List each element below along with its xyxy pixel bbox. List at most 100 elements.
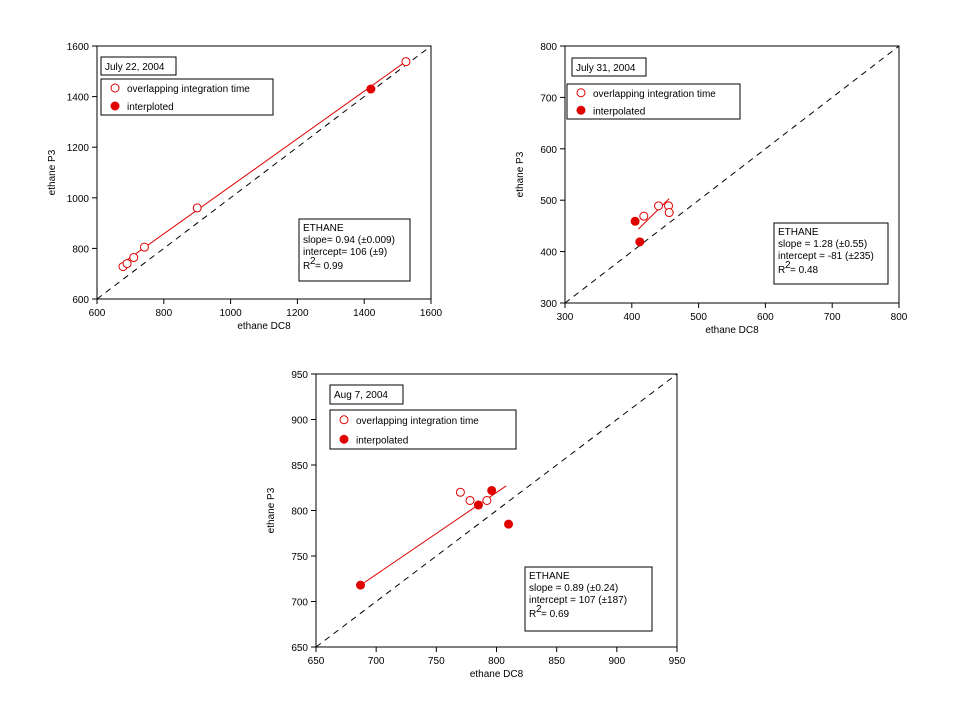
chart-panel-3: 650 700 750 800 850 900 950 650 700 750 800 850 900 9… — [266, 370, 686, 680]
x-tick-label: 800 — [488, 656, 505, 667]
overlap-point — [639, 211, 649, 221]
y-tick-label: 600 — [540, 145, 557, 156]
legend-box — [566, 83, 741, 120]
chart-panel-1: 600 800 1000 1200 1400 1600 600 800 1000 1200 1400… — [47, 42, 443, 332]
y-tick-label: 800 — [72, 244, 89, 255]
r-squared-r: R — [529, 609, 536, 620]
legend-marker-filled — [576, 105, 586, 115]
x-tick-label: 1200 — [286, 308, 309, 319]
legend-marker-open — [576, 88, 586, 98]
date-label-box — [571, 57, 647, 77]
date-label: July 22, 2004 — [105, 62, 165, 73]
overlap-point — [455, 487, 465, 497]
stats-title: ETHANE — [303, 223, 344, 234]
stats-box — [773, 222, 889, 285]
intercept-text: intercept= 106 (±9) — [303, 247, 387, 258]
regression-line — [122, 61, 407, 264]
overlap-point — [122, 259, 132, 269]
interpolated-point — [356, 580, 366, 590]
date-label-box — [100, 56, 177, 76]
interpolated-point — [473, 500, 483, 510]
intercept-text: intercept = -81 (±235) — [778, 251, 874, 262]
y-tick-label: 1000 — [67, 194, 90, 205]
y-axis-title: ethane P3 — [47, 149, 58, 195]
x-tick-label: 400 — [623, 312, 640, 323]
overlap-point — [192, 203, 202, 213]
x-tick-label: 700 — [824, 312, 841, 323]
x-tick-label: 750 — [428, 656, 445, 667]
plot-frame — [564, 45, 900, 304]
x-tick-label: 850 — [548, 656, 565, 667]
date-label: Aug 7, 2004 — [334, 390, 388, 401]
y-tick-label: 900 — [291, 416, 308, 427]
interpolated-point — [504, 519, 514, 529]
intercept-text: intercept = 107 (±187) — [529, 595, 627, 606]
overlap-point — [401, 57, 411, 67]
x-tick-label: 1000 — [219, 308, 242, 319]
x-tick-label: 700 — [368, 656, 385, 667]
legend-box — [329, 409, 517, 450]
r-squared-exponent: 2 — [785, 260, 791, 271]
legend-label: interpolated — [593, 106, 645, 117]
x-tick-label: 1400 — [353, 308, 376, 319]
y-tick-label: 700 — [540, 93, 557, 104]
x-axis-title: ethane DC8 — [237, 321, 291, 332]
x-tick-label: 950 — [669, 656, 686, 667]
x-tick-label: 300 — [557, 312, 574, 323]
interpolated-point — [635, 237, 645, 247]
y-tick-label: 300 — [540, 299, 557, 310]
one-to-one-line — [96, 45, 432, 300]
plot-frame — [96, 45, 432, 300]
x-tick-label: 900 — [608, 656, 625, 667]
date-label-box — [329, 384, 404, 405]
legend-marker-filled — [339, 434, 349, 444]
overlap-point — [139, 242, 149, 252]
stats-title: ETHANE — [778, 227, 819, 238]
y-tick-label: 950 — [291, 370, 308, 381]
regression-line — [638, 198, 670, 230]
overlap-point — [654, 201, 664, 211]
x-axis-title: ethane DC8 — [705, 325, 759, 336]
legend-label: interploted — [127, 102, 174, 113]
overlap-point — [664, 208, 674, 218]
slope-text: slope= 0.94 (±0.009) — [303, 235, 395, 246]
y-tick-label: 700 — [291, 598, 308, 609]
x-tick-label: 600 — [757, 312, 774, 323]
x-tick-label: 1600 — [420, 308, 443, 319]
y-tick-label: 800 — [540, 42, 557, 53]
y-tick-label: 1200 — [67, 143, 90, 154]
x-tick-label: 500 — [690, 312, 707, 323]
y-tick-label: 1400 — [67, 93, 90, 104]
x-tick-label: 600 — [89, 308, 106, 319]
interpolated-point — [630, 216, 640, 226]
legend-label: interpolated — [356, 435, 408, 446]
interpolated-point — [366, 84, 376, 94]
slope-text: slope = 0.89 (±0.24) — [529, 583, 618, 594]
interpolated-point — [487, 485, 497, 495]
y-tick-label: 850 — [291, 461, 308, 472]
overlap-point — [482, 495, 492, 505]
y-tick-label: 500 — [540, 196, 557, 207]
legend-box — [100, 78, 274, 116]
y-tick-label: 650 — [291, 643, 308, 654]
stats-title: ETHANE — [529, 571, 570, 582]
r-squared-value: = 0.99 — [315, 261, 344, 272]
legend-label: overlapping integration time — [127, 84, 250, 95]
y-tick-label: 1600 — [67, 42, 90, 53]
y-tick-label: 750 — [291, 552, 308, 563]
x-tick-label: 800 — [891, 312, 908, 323]
legend-label: overlapping integration time — [356, 416, 479, 427]
legend-marker-open — [339, 415, 349, 425]
r-squared-r: R — [303, 261, 310, 272]
overlap-point — [465, 495, 475, 505]
overlap-point — [129, 253, 139, 263]
legend-marker-filled — [110, 101, 120, 111]
legend-marker-open — [110, 83, 120, 93]
one-to-one-line — [564, 45, 900, 304]
r-squared-exponent: 2 — [536, 604, 542, 615]
r-squared-exponent: 2 — [310, 256, 316, 267]
slope-text: slope = 1.28 (±0.55) — [778, 239, 867, 250]
legend-label: overlapping integration time — [593, 89, 716, 100]
r-squared-r: R — [778, 265, 785, 276]
